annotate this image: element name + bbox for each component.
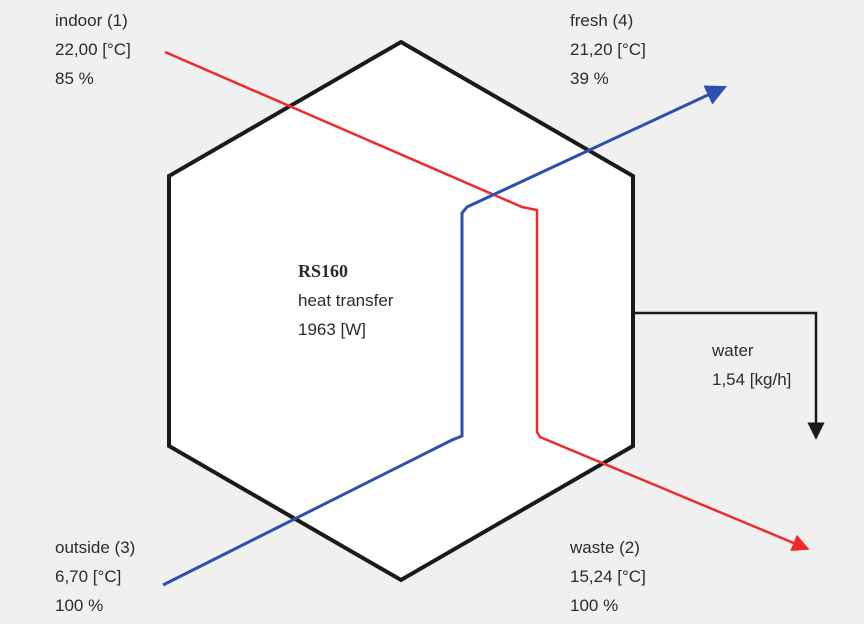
indoor-temperature: 22,00 [°C] <box>55 40 131 59</box>
waste-humidity: 100 % <box>570 596 619 615</box>
indoor-stream-label: indoor (1) 22,00 [°C] 85 % <box>55 6 131 93</box>
fresh-temperature: 21,20 [°C] <box>570 40 646 59</box>
water-rate: 1,54 [kg/h] <box>712 370 792 389</box>
unit-power: 1963 [W] <box>298 320 367 339</box>
unit-info: RS160 heat transfer 1963 [W] <box>298 257 393 344</box>
indoor-humidity: 85 % <box>55 69 94 88</box>
unit-model: RS160 <box>298 261 349 281</box>
unit-description: heat transfer <box>298 291 394 310</box>
waste-name: waste (2) <box>570 538 640 557</box>
waste-temperature: 15,24 [°C] <box>570 567 646 586</box>
outside-stream-label: outside (3) 6,70 [°C] 100 % <box>55 533 135 620</box>
waste-stream-label: waste (2) 15,24 [°C] 100 % <box>570 533 646 620</box>
indoor-name: indoor (1) <box>55 11 128 30</box>
outside-humidity: 100 % <box>55 596 104 615</box>
outside-name: outside (3) <box>55 538 136 557</box>
heat-exchanger-hexagon <box>167 39 635 583</box>
fresh-humidity: 39 % <box>570 69 609 88</box>
outside-temperature: 6,70 [°C] <box>55 567 122 586</box>
water-info: water 1,54 [kg/h] <box>712 336 791 394</box>
warm-flow-arrow <box>164 50 810 552</box>
water-drain-arrow <box>633 311 825 440</box>
fresh-stream-label: fresh (4) 21,20 [°C] 39 % <box>570 6 646 93</box>
fresh-name: fresh (4) <box>570 11 634 30</box>
water-label: water <box>712 341 754 360</box>
cold-flow-arrow <box>162 85 727 587</box>
